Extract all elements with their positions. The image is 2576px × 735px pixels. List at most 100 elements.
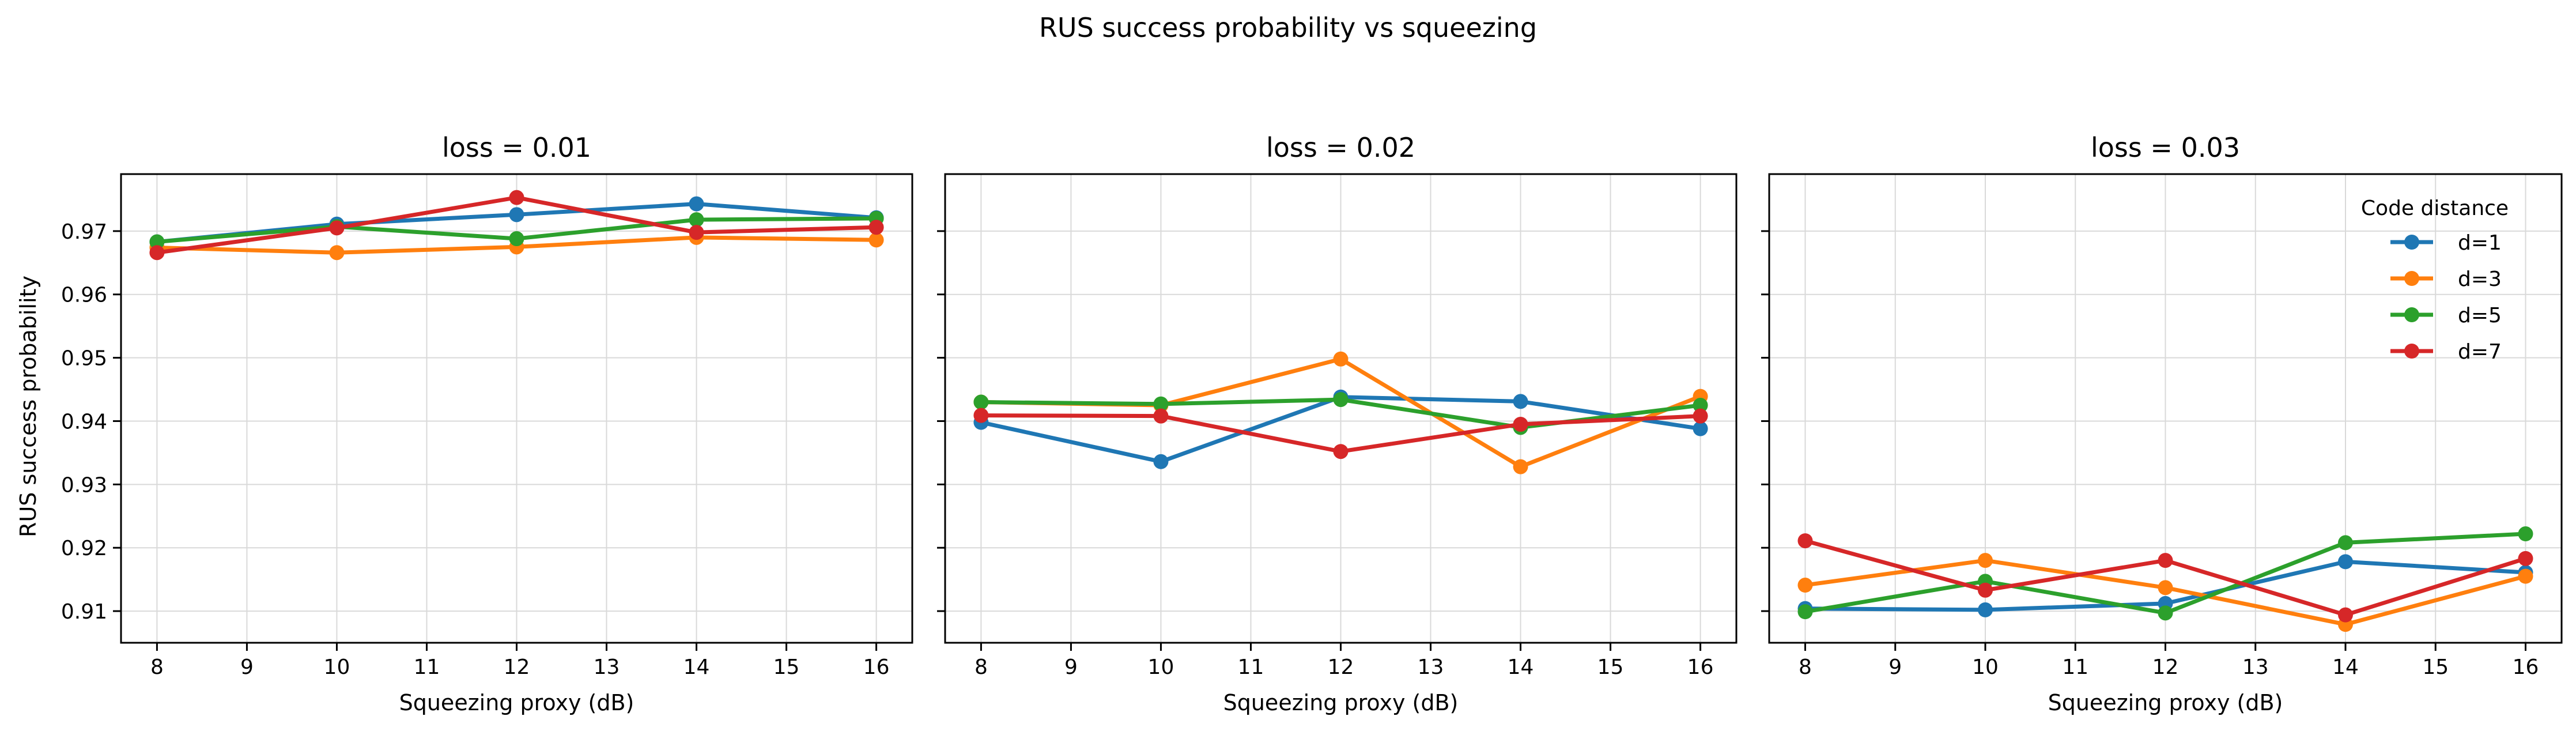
panel-2: 8 9 10 11 12 13 14 15 16 loss = 0.02 Squeezing pro… [937,132,1738,715]
data-point-d7 [2158,553,2173,568]
x-tick-label: 10 [324,655,350,679]
x-tick-label: 12 [2152,655,2179,679]
y-tick-label: 0.92 [61,537,107,560]
legend-item-d1: d=1 [2390,231,2502,255]
x-tick-label: 8 [150,655,164,679]
legend-swatch-marker [2404,235,2419,250]
data-point-d1 [2338,554,2353,570]
panel-3: 8 9 10 11 12 13 14 15 16 loss = 0.03 Squeezing pro… [1761,132,2563,715]
x-tick-label: 8 [975,655,988,679]
x-tick-label: 14 [1508,655,1534,679]
x-tick-label: 16 [863,655,890,679]
data-point-d7 [689,225,704,240]
legend-item-d5: d=5 [2390,304,2502,327]
x-tick-label: 11 [414,655,440,679]
x-tick-label: 15 [2422,655,2449,679]
x-tick-label: 13 [2242,655,2269,679]
series-d7 [1797,533,2533,623]
legend-item-d3: d=3 [2390,267,2502,291]
x-tick-label: 9 [240,655,254,679]
legend-label: d=3 [2458,267,2502,291]
legend-label: d=5 [2458,304,2502,327]
data-point-d7 [2338,607,2353,623]
data-point-d3 [1333,351,1349,367]
data-point-d7 [1513,416,1528,432]
data-point-d3 [2158,580,2173,595]
legend-swatch-marker [2404,307,2419,322]
data-point-d5 [973,394,989,410]
x-tick-label: 11 [2062,655,2088,679]
series-d5 [1797,526,2533,621]
axes-frame [1768,173,2563,644]
data-point-d7 [868,220,884,235]
x-tick-label: 9 [1064,655,1078,679]
x-tick-label: 16 [2513,655,2539,679]
x-tick-label: 15 [1597,655,1624,679]
data-point-d7 [149,245,165,261]
x-tick-label: 12 [504,655,530,679]
y-axis-label: RUS success probability [16,276,41,537]
x-tick-label: 12 [1328,655,1354,679]
data-point-d3 [1797,578,1813,593]
data-point-d7 [2518,551,2533,566]
legend-swatch-marker [2404,344,2419,359]
legend-swatch-marker [2404,271,2419,286]
legend-title: Code distance [2361,197,2509,220]
x-tick-label: 14 [683,655,710,679]
legend-label: d=7 [2458,340,2502,364]
series-d5 [149,210,884,250]
data-point-d5 [2158,605,2173,621]
x-tick-label: 13 [594,655,620,679]
data-point-d5 [2518,526,2533,542]
data-point-d7 [1693,408,1708,424]
chart-suptitle: RUS success probability vs squeezing [1039,12,1537,43]
data-point-d3 [2518,568,2533,584]
x-tick-label: 13 [1418,655,1444,679]
data-point-d7 [1333,444,1349,459]
legend: Code distance d=1 d=3 d=5 d=7 [2361,197,2509,364]
x-axis-label: Squeezing proxy (dB) [399,690,634,715]
data-point-d5 [1693,398,1708,413]
data-point-d1 [1153,454,1169,469]
x-tick-label: 9 [1888,655,1902,679]
data-point-d1 [509,207,524,223]
data-point-d5 [509,231,524,247]
x-tick-label: 14 [2332,655,2359,679]
x-axis-label: Squeezing proxy (dB) [1223,690,1459,715]
legend-item-d7: d=7 [2390,340,2502,364]
data-point-d3 [868,232,884,248]
series-d7 [973,408,1708,459]
data-point-d7 [973,408,989,423]
panel-1: 8 9 10 11 12 13 14 15 16 0.91 0.92 0.93 0.94 0.95 0.96… [61,132,913,715]
legend-label: d=1 [2458,231,2502,255]
x-tick-label: 8 [1799,655,1812,679]
data-point-d7 [1153,408,1169,424]
y-tick-label: 0.95 [61,347,107,371]
data-point-d3 [1978,553,1993,568]
x-tick-label: 10 [1148,655,1174,679]
panel-title: loss = 0.03 [2091,132,2240,163]
data-point-d1 [1978,602,1993,617]
data-point-d5 [2338,535,2353,551]
data-point-d5 [149,234,165,250]
y-tick-label: 0.94 [61,410,107,434]
series-d7 [149,190,884,261]
x-tick-label: 10 [1972,655,1999,679]
data-point-d7 [1978,582,1993,598]
panel-title: loss = 0.01 [442,132,591,163]
panel-title: loss = 0.02 [1266,132,1415,163]
x-tick-label: 16 [1687,655,1714,679]
data-point-d1 [689,196,704,212]
x-axis-label: Squeezing proxy (dB) [2048,690,2283,715]
axes-frame [944,173,1738,644]
y-tick-label: 0.96 [61,284,107,307]
data-point-d5 [1153,396,1169,412]
series-d3 [1797,553,2533,632]
x-tick-label: 11 [1238,655,1264,679]
y-tick-label: 0.93 [61,473,107,497]
data-point-d7 [1797,533,1813,549]
data-point-d5 [1797,604,1813,620]
x-tick-label: 15 [773,655,800,679]
data-point-d7 [329,220,345,236]
